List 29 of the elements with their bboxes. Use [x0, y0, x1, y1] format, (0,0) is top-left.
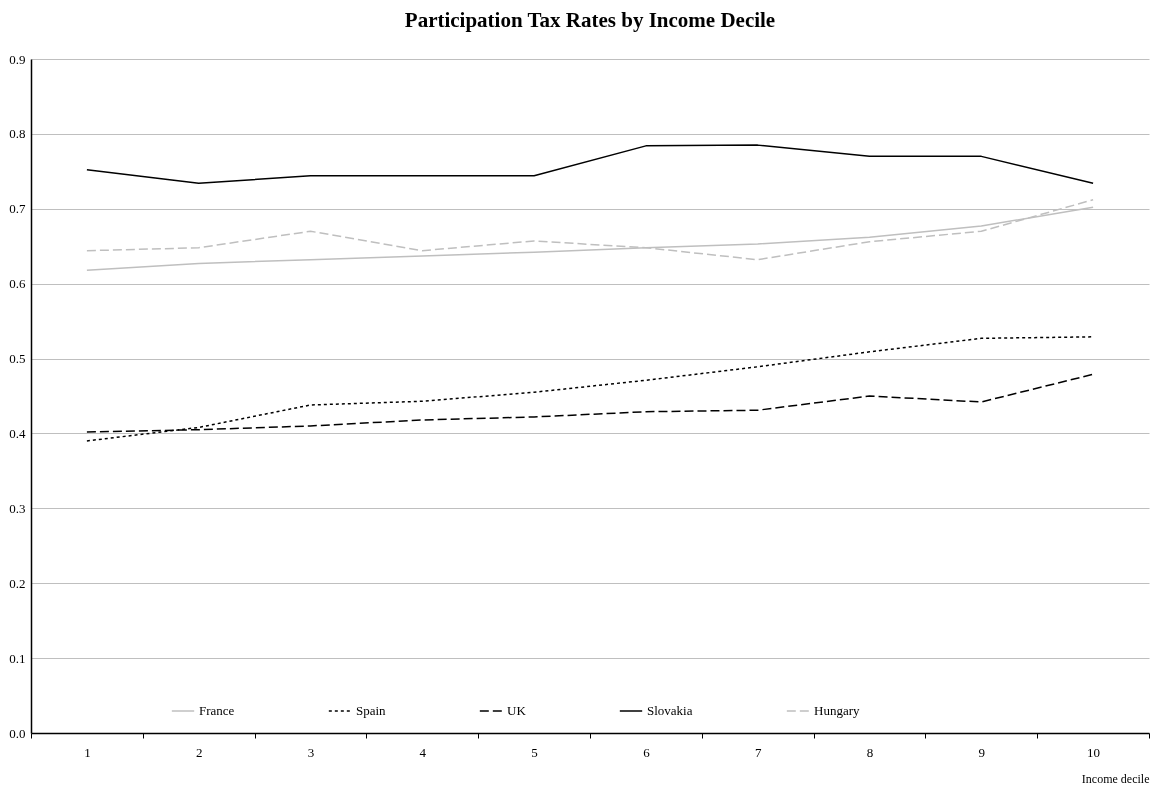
x-tick-label: 6 [643, 744, 651, 760]
x-axis-title: Income decile [1081, 771, 1150, 786]
line-series [86, 336, 1094, 442]
legend-label: Hungary [814, 703, 860, 718]
x-tick-label: 5 [531, 744, 538, 760]
x-tick-label: 2 [195, 744, 203, 760]
legend-label: Spain [356, 703, 387, 718]
y-tick-label: 0.5 [9, 351, 26, 367]
y-tick-label: 0.2 [9, 575, 26, 591]
y-tick-label: 0.0 [9, 725, 26, 741]
line-series [86, 144, 1094, 185]
legend-label: UK [507, 703, 527, 718]
legend-label: Slovakia [647, 703, 693, 718]
x-tick-label: 4 [419, 744, 427, 760]
chart-title: Participation Tax Rates by Income Decile [404, 8, 776, 32]
x-tick-label: 9 [978, 744, 986, 760]
y-tick-label: 0.3 [9, 500, 26, 516]
y-tick-label: 0.7 [9, 201, 26, 217]
x-tick-label: 1 [84, 744, 91, 760]
y-tick-label: 0.1 [9, 650, 26, 666]
x-tick-label: 3 [307, 744, 315, 760]
legend-label: France [199, 703, 235, 718]
y-tick-label: 0.8 [9, 126, 26, 142]
x-tick-label: 8 [866, 744, 874, 760]
y-tick-label: 0.4 [9, 425, 26, 441]
x-tick-label: 7 [754, 744, 762, 760]
x-tick-label: 10 [1087, 744, 1101, 760]
y-tick-label: 0.9 [9, 51, 26, 67]
y-tick-label: 0.6 [9, 276, 26, 292]
